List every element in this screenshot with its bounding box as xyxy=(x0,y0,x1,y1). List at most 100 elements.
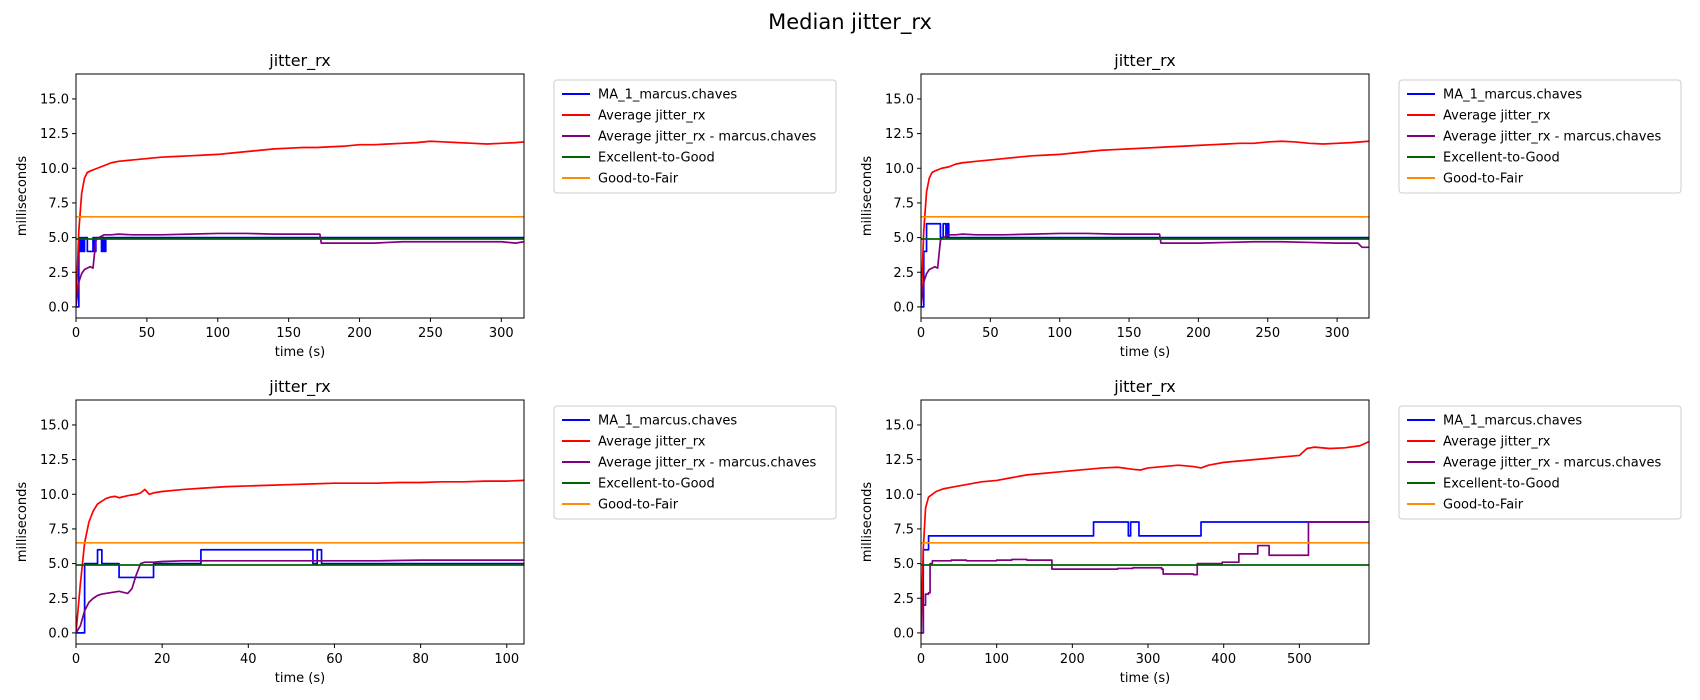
y-tick-label: 0.0 xyxy=(893,300,914,315)
legend-label: Excellent-to-Good xyxy=(1443,151,1560,166)
figure-suptitle: Median jitter_rx xyxy=(768,10,932,35)
legend-label: MA_1_marcus.chaves xyxy=(598,414,737,429)
series-line-average-jitter-rx-marcus-chaves xyxy=(921,232,1369,308)
legend-label: Average jitter_rx - marcus.chaves xyxy=(1443,456,1661,471)
chart-title: jitter_rx xyxy=(268,51,330,71)
y-tick-label: 10.0 xyxy=(885,162,914,177)
series-line-average-jitter-rx-marcus-chaves xyxy=(921,521,1369,634)
y-tick-label: 12.5 xyxy=(40,127,69,142)
x-tick-label: 200 xyxy=(1186,326,1211,341)
panels: jitter_rx0 50 100 150 200 250 3000.02.55.07.51… xyxy=(15,51,1682,686)
legend-label: Excellent-to-Good xyxy=(598,477,715,492)
y-tick-label: 5.0 xyxy=(893,231,914,246)
series-group xyxy=(76,479,524,634)
y-tick-label: 10.0 xyxy=(40,488,69,503)
series-line-average-jitter-rx xyxy=(921,140,1369,307)
legend-label: Average jitter_rx xyxy=(598,435,706,450)
legend-label: MA_1_marcus.chaves xyxy=(1443,414,1582,429)
y-tick-label: 15.0 xyxy=(40,418,69,433)
y-axis-label: milliseconds xyxy=(15,156,30,236)
legend-label: Good-to-Fair xyxy=(1443,172,1524,187)
series-line-average-jitter-rx-marcus-chaves xyxy=(76,559,524,634)
x-tick-label: 50 xyxy=(139,326,156,341)
series-line-average-jitter-rx xyxy=(76,140,524,307)
series-line-ma-1-marcus-chaves xyxy=(921,521,1369,634)
x-tick-label: 100 xyxy=(205,326,230,341)
legend-label: Average jitter_rx - marcus.chaves xyxy=(598,130,816,145)
x-tick-label: 60 xyxy=(326,652,343,667)
x-axis-label: time (s) xyxy=(275,671,325,686)
y-tick-label: 15.0 xyxy=(885,418,914,433)
x-tick-label: 0 xyxy=(72,326,80,341)
y-axis-label: milliseconds xyxy=(860,482,875,562)
legend-label: Good-to-Fair xyxy=(1443,498,1524,513)
series-line-average-jitter-rx-marcus-chaves xyxy=(76,232,524,308)
x-tick-label: 50 xyxy=(982,326,999,341)
legend-label: Average jitter_rx xyxy=(598,109,706,124)
chart-title: jitter_rx xyxy=(268,377,330,397)
legend: MA_1_marcus.chaves Average jitter_rx Avera… xyxy=(1398,79,1682,194)
legend-label: Excellent-to-Good xyxy=(598,151,715,166)
y-tick-label: 7.5 xyxy=(48,522,69,537)
y-tick-label: 7.5 xyxy=(48,196,69,211)
legend-box xyxy=(1398,79,1682,194)
x-tick-label: 300 xyxy=(489,326,514,341)
series-line-ma-1-marcus-chaves xyxy=(76,548,524,634)
legend-label: Excellent-to-Good xyxy=(1443,477,1560,492)
legend-label: Good-to-Fair xyxy=(598,498,679,513)
y-tick-label: 2.5 xyxy=(893,266,914,281)
x-axis-label: time (s) xyxy=(1120,345,1170,360)
legend: MA_1_marcus.chaves Average jitter_rx Avera… xyxy=(553,405,837,520)
x-tick-label: 100 xyxy=(494,652,519,667)
x-tick-label: 150 xyxy=(1117,326,1142,341)
y-tick-label: 15.0 xyxy=(40,92,69,107)
series-group xyxy=(76,140,524,308)
series-group xyxy=(921,440,1369,634)
plot-frame xyxy=(75,73,525,319)
legend-label: Average jitter_rx xyxy=(1443,109,1551,124)
series-line-ma-1-marcus-chaves xyxy=(76,236,524,308)
legend-label: MA_1_marcus.chaves xyxy=(598,88,737,103)
x-tick-label: 400 xyxy=(1211,652,1236,667)
chart-title: jitter_rx xyxy=(1113,377,1175,397)
y-tick-label: 12.5 xyxy=(885,453,914,468)
x-axis-label: time (s) xyxy=(1120,671,1170,686)
y-tick-label: 2.5 xyxy=(893,592,914,607)
series-line-average-jitter-rx xyxy=(921,440,1369,633)
chart-panel-1: jitter_rx 0 50 100 150 200 250 300 0.0 2.5 5.0 7.5 1… xyxy=(15,51,837,360)
x-tick-label: 100 xyxy=(984,652,1009,667)
y-tick-label: 5.0 xyxy=(48,557,69,572)
y-tick-label: 15.0 xyxy=(885,92,914,107)
legend: MA_1_marcus.chaves Average jitter_rx Avera… xyxy=(553,79,837,194)
series-line-average-jitter-rx xyxy=(76,479,524,633)
x-tick-label: 0 xyxy=(917,326,925,341)
y-tick-label: 5.0 xyxy=(893,557,914,572)
x-tick-label: 200 xyxy=(1060,652,1085,667)
y-tick-label: 10.0 xyxy=(40,162,69,177)
x-tick-label: 100 xyxy=(1047,326,1072,341)
x-tick-label: 200 xyxy=(347,326,372,341)
plot-frame xyxy=(920,399,1370,645)
x-tick-label: 0 xyxy=(72,652,80,667)
y-tick-label: 12.5 xyxy=(40,453,69,468)
x-axis-label: time (s) xyxy=(275,345,325,360)
legend-label: Average jitter_rx - marcus.chaves xyxy=(598,456,816,471)
plot-frame xyxy=(75,399,525,645)
legend-box xyxy=(553,79,837,194)
y-tick-label: 5.0 xyxy=(48,231,69,246)
x-tick-label: 300 xyxy=(1325,326,1350,341)
legend-box xyxy=(1398,405,1682,520)
y-tick-label: 10.0 xyxy=(885,488,914,503)
legend-label: Good-to-Fair xyxy=(598,172,679,187)
x-tick-label: 300 xyxy=(1136,652,1161,667)
y-tick-label: 12.5 xyxy=(885,127,914,142)
y-axis-label: milliseconds xyxy=(860,156,875,236)
x-tick-label: 80 xyxy=(412,652,429,667)
legend: MA_1_marcus.chaves Average jitter_rx Avera… xyxy=(1398,405,1682,520)
x-tick-label: 20 xyxy=(154,652,171,667)
y-tick-label: 7.5 xyxy=(893,196,914,211)
x-tick-label: 250 xyxy=(1255,326,1280,341)
chart-title: jitter_rx xyxy=(1113,51,1175,71)
y-tick-label: 2.5 xyxy=(48,592,69,607)
